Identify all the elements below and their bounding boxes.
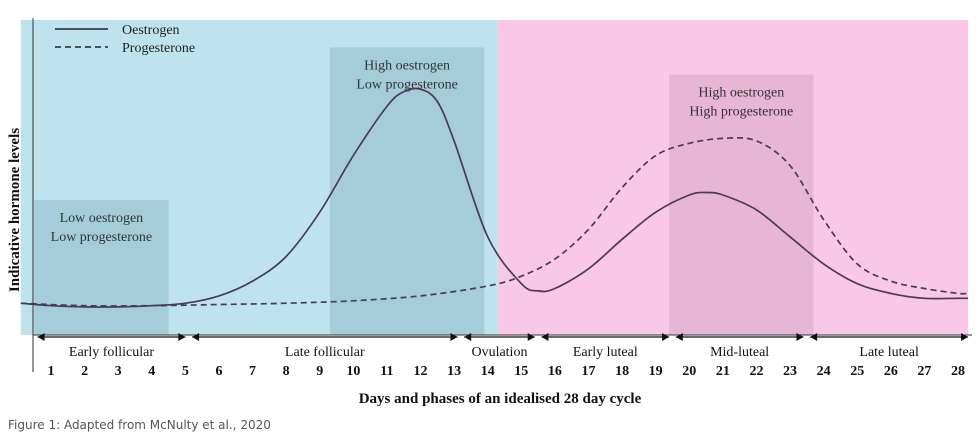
- hormone-level-boxes: Low oestrogen Low progesterone High oestro…: [34, 47, 814, 336]
- phase-label: Mid-luteal: [710, 345, 769, 360]
- tick-label: 9: [316, 364, 323, 379]
- day-ticks: 1 2 3 4 5 6 7 8 9 10 11 12 13 14 15 16 17 18 19 20 21 22 23 24 2…: [48, 364, 966, 379]
- phase-arrowhead: [796, 333, 804, 341]
- tick-label: 6: [215, 364, 222, 379]
- level-box-label: High oestrogen: [364, 58, 450, 73]
- x-axis-label: Days and phases of an idealised 28 day c…: [359, 391, 642, 407]
- tick-label: 25: [850, 364, 864, 379]
- tick-label: 2: [81, 364, 88, 379]
- phase-arrowhead: [450, 333, 458, 341]
- tick-label: 19: [649, 364, 663, 379]
- level-box-label: High oestrogen: [698, 85, 784, 100]
- phase-arrowhead: [541, 333, 549, 341]
- phase-arrowhead: [527, 333, 535, 341]
- tick-label: 26: [884, 364, 898, 379]
- level-box: [669, 74, 814, 336]
- series-line-progesterone: [20, 136, 969, 307]
- tick-label: 5: [182, 364, 189, 379]
- series-line-oestrogen: [20, 87, 969, 308]
- tick-label: 14: [481, 364, 495, 379]
- phase-arrowhead: [192, 333, 200, 341]
- level-box: [329, 47, 485, 336]
- phase-arrowhead: [662, 333, 670, 341]
- tick-label: 16: [548, 364, 562, 379]
- tick-label: 17: [581, 364, 595, 379]
- tick-label: 11: [380, 364, 393, 379]
- tick-label: 1: [48, 364, 55, 379]
- tick-label: 7: [249, 364, 256, 379]
- level-box-label: Low progesterone: [356, 77, 457, 92]
- tick-label: 18: [615, 364, 629, 379]
- tick-label: 24: [817, 364, 831, 379]
- tick-label: 3: [115, 364, 122, 379]
- level-box-label: Low oestrogen: [60, 211, 144, 226]
- phase-label: Late follicular: [285, 345, 365, 360]
- phase-arrowhead: [464, 333, 472, 341]
- tick-label: 15: [514, 364, 528, 379]
- legend-label-progesterone: Progesterone: [122, 41, 195, 56]
- tick-label: 10: [346, 364, 360, 379]
- phase-arrows: Early follicular Late follicular Ovulation…: [37, 333, 969, 360]
- phase-arrowhead: [961, 333, 969, 341]
- tick-label: 20: [682, 364, 696, 379]
- y-axis-label: Indicative hormone levels: [7, 128, 23, 292]
- level-box: [34, 199, 169, 335]
- tick-label: 21: [716, 364, 730, 379]
- level-box-label: Low progesterone: [51, 230, 152, 245]
- tick-label: 8: [283, 364, 290, 379]
- tick-label: 28: [951, 364, 965, 379]
- tick-label: 4: [148, 364, 155, 379]
- level-box-label: High progesterone: [689, 104, 793, 119]
- hormone-series: [20, 87, 969, 308]
- tick-label: 23: [783, 364, 797, 379]
- phase-label: Early follicular: [69, 345, 154, 360]
- tick-label: 22: [749, 364, 763, 379]
- phase-label: Early luteal: [573, 345, 638, 360]
- tick-label: 13: [447, 364, 461, 379]
- phase-arrowhead: [178, 333, 186, 341]
- tick-label: 12: [414, 364, 428, 379]
- phase-label: Ovulation: [471, 345, 527, 360]
- figure-caption: Figure 1: Adapted from McNulty et al., 2…: [8, 418, 271, 432]
- phase-arrowhead: [37, 333, 45, 341]
- phase-arrowhead: [810, 333, 818, 341]
- legend-label-oestrogen: Oestrogen: [122, 23, 180, 38]
- phase-arrowhead: [675, 333, 683, 341]
- tick-label: 27: [917, 364, 931, 379]
- phase-label: Late luteal: [859, 345, 919, 360]
- legend: Oestrogen Progesterone: [55, 23, 195, 56]
